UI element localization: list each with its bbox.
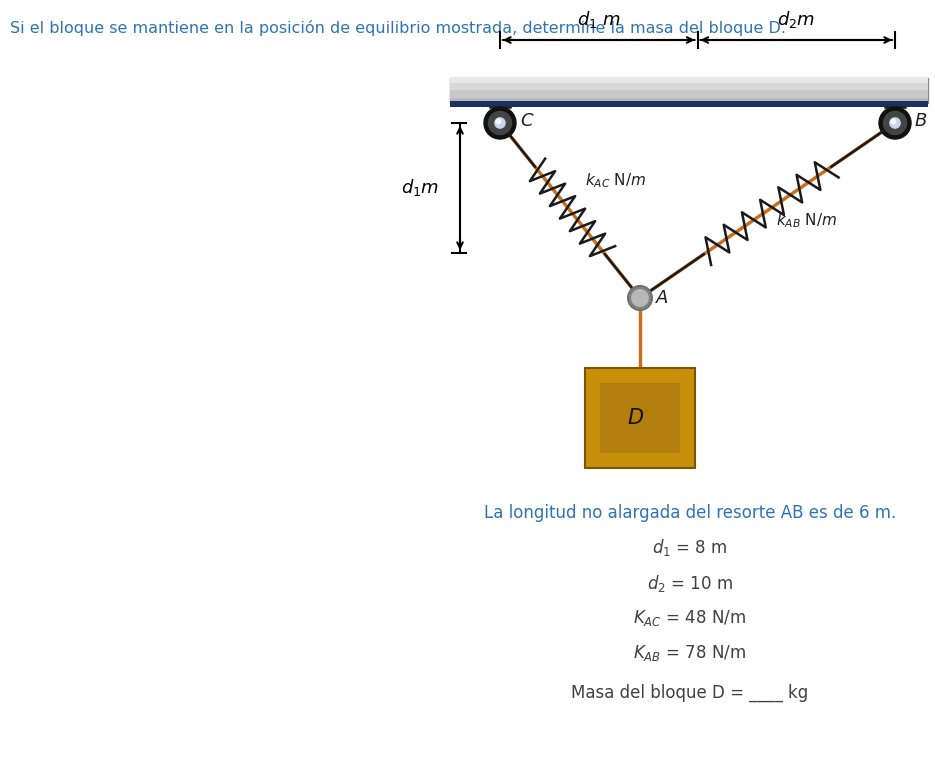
Text: $K_{AC}$ = 48 N/m: $K_{AC}$ = 48 N/m [633,608,747,628]
Text: $K_{AB}$ = 78 N/m: $K_{AB}$ = 78 N/m [633,643,746,663]
Text: D: D [627,408,643,428]
Bar [450,98,928,103]
Text: $k_{AC}$ N$/m$: $k_{AC}$ N$/m$ [585,171,646,190]
Circle shape [884,111,907,134]
Text: $d_2 m$: $d_2 m$ [777,9,815,30]
Bar [450,78,928,83]
Circle shape [484,107,516,139]
Bar [585,368,695,468]
Bar [450,83,928,90]
Text: Masa del bloque D = ____ kg: Masa del bloque D = ____ kg [571,684,809,702]
Text: $k_{AB}$ N$/m$: $k_{AB}$ N$/m$ [775,211,837,230]
Circle shape [496,119,500,124]
Circle shape [488,111,511,134]
Text: $d_1$ = 8 m: $d_1$ = 8 m [653,537,727,559]
Bar [450,90,928,98]
Text: $d_1\ m$: $d_1\ m$ [577,9,621,30]
Text: $d_2$ = 10 m: $d_2$ = 10 m [647,572,733,594]
Circle shape [628,286,652,310]
Bar [450,101,928,107]
Circle shape [879,107,911,139]
Text: A: A [656,289,669,307]
Bar [450,78,928,103]
Text: $d_1 m$: $d_1 m$ [401,177,439,199]
Circle shape [630,288,650,308]
Bar [600,383,680,453]
Text: B: B [915,112,928,130]
Circle shape [891,119,896,124]
Text: La longitud no alargada del resorte AB es de 6 m.: La longitud no alargada del resorte AB e… [484,504,896,522]
Circle shape [495,118,505,128]
Circle shape [890,118,900,128]
Text: C: C [520,112,533,130]
Text: Si el bloque se mantiene en la posición de equilibrio mostrada, determine la mas: Si el bloque se mantiene en la posición … [10,20,786,36]
